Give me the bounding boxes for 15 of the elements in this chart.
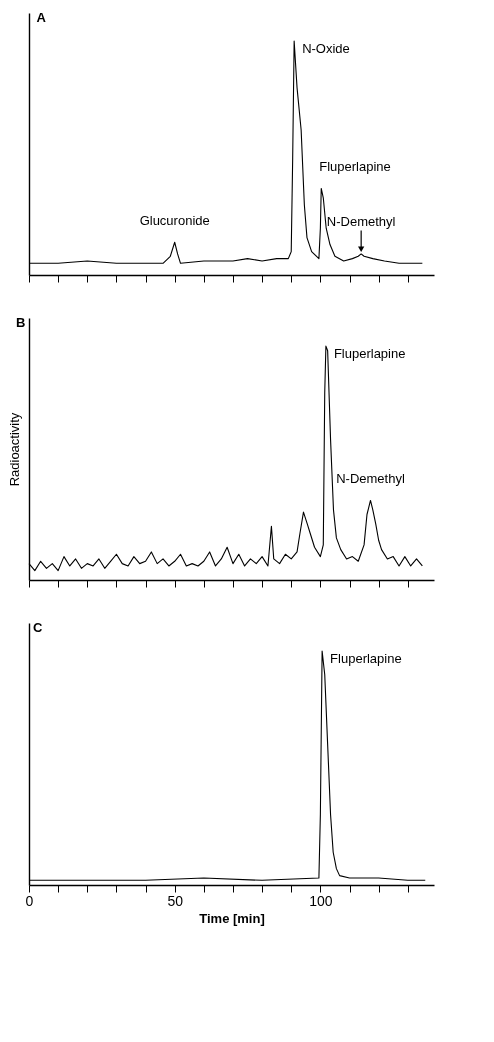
x-axis-title: Time [min] [199,910,265,926]
x-tick-label: 50 [167,892,184,909]
chart-title: B [16,315,26,330]
annotation: Glucuronide [139,213,210,229]
annotation: N-Demethyl [336,471,405,487]
annotation: Fluperlapine [333,346,406,362]
annotation: Fluperlapine [330,651,402,667]
annotation: Fluperlapine [319,159,391,175]
chart-title: C [33,620,44,635]
x-tick-label: 100 [309,892,333,909]
chart-title: A [36,10,47,25]
annotation: N-Oxide [302,41,350,57]
annotation: N-Demethyl [326,213,396,229]
y-axis-title: Radioactivity [6,412,22,487]
x-tick-label: 0 [25,892,34,909]
